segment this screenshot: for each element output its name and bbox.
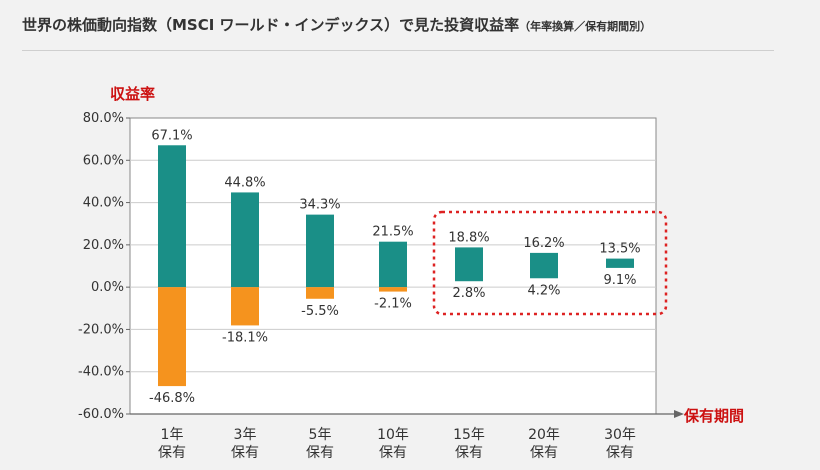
bar-min-segment bbox=[306, 287, 334, 299]
x-tick-label: 保有 bbox=[306, 445, 334, 461]
bar-min-label: -2.1% bbox=[374, 297, 412, 312]
x-tick-label: 保有 bbox=[606, 445, 634, 461]
x-axis-label: 保有期間 bbox=[683, 407, 744, 425]
y-tick-label: 20.0% bbox=[83, 238, 124, 253]
bar-min-segment bbox=[231, 287, 259, 326]
bar-min-label: -5.5% bbox=[301, 304, 339, 319]
bar-range bbox=[530, 252, 558, 279]
bar-max-label: 18.8% bbox=[448, 230, 489, 245]
x-tick-label: 30年 bbox=[604, 427, 636, 443]
bar-range bbox=[455, 247, 483, 282]
bar-range bbox=[606, 258, 634, 268]
bar-min-label: -18.1% bbox=[222, 330, 268, 345]
bar-max-segment bbox=[158, 145, 186, 288]
x-tick-label: 10年 bbox=[377, 427, 409, 443]
x-tick-label: 保有 bbox=[379, 445, 407, 461]
x-tick-label: 保有 bbox=[455, 445, 483, 461]
y-tick-label: 80.0% bbox=[83, 111, 124, 126]
chart-title: 世界の株価動向指数（MSCI ワールド・インデックス）で見た投資収益率（年率換算… bbox=[22, 14, 782, 35]
bar-min-label: 4.2% bbox=[527, 283, 560, 298]
bar-max-segment bbox=[306, 214, 334, 288]
bar-max-label: 16.2% bbox=[523, 236, 564, 251]
bar-max-label: 44.8% bbox=[224, 175, 265, 190]
x-tick-label: 1年 bbox=[161, 427, 184, 443]
y-tick-label: 0.0% bbox=[91, 280, 124, 295]
x-axis-arrow bbox=[674, 410, 684, 418]
bar-max-segment bbox=[379, 241, 407, 288]
y-tick-label: -60.0% bbox=[78, 407, 124, 422]
y-tick-label: -40.0% bbox=[78, 365, 124, 380]
bar-max-segment bbox=[231, 192, 259, 288]
x-tick-label: 20年 bbox=[528, 427, 560, 443]
y-tick-label: 60.0% bbox=[83, 153, 124, 168]
x-tick-label: 3年 bbox=[234, 427, 257, 443]
bar-max-label: 21.5% bbox=[372, 225, 413, 240]
x-tick-label: 5年 bbox=[309, 427, 332, 443]
y-axis-label: 収益率 bbox=[110, 85, 155, 103]
bar-max-label: 67.1% bbox=[151, 128, 192, 143]
highlight-box bbox=[432, 210, 668, 316]
bar-max-label: 34.3% bbox=[299, 198, 340, 213]
chart-title-sub: （年率換算／保有期間別） bbox=[519, 20, 652, 33]
bar-min-label: -46.8% bbox=[149, 391, 195, 406]
bar-min-label: 9.1% bbox=[603, 273, 636, 288]
x-tick-label: 15年 bbox=[453, 427, 485, 443]
bar-max-label: 13.5% bbox=[599, 242, 640, 257]
x-tick-label: 保有 bbox=[231, 445, 259, 461]
x-tick-label: 保有 bbox=[530, 445, 558, 461]
x-tick-label: 保有 bbox=[158, 445, 186, 461]
chart-title-main: 世界の株価動向指数（MSCI ワールド・インデックス）で見た投資収益率 bbox=[22, 16, 520, 34]
title-divider bbox=[22, 50, 774, 51]
y-tick-label: -20.0% bbox=[78, 322, 124, 337]
y-tick-label: 40.0% bbox=[83, 196, 124, 211]
bar-min-segment bbox=[158, 287, 186, 387]
bar-min-label: 2.8% bbox=[452, 286, 485, 301]
bar-min-segment bbox=[379, 287, 407, 292]
